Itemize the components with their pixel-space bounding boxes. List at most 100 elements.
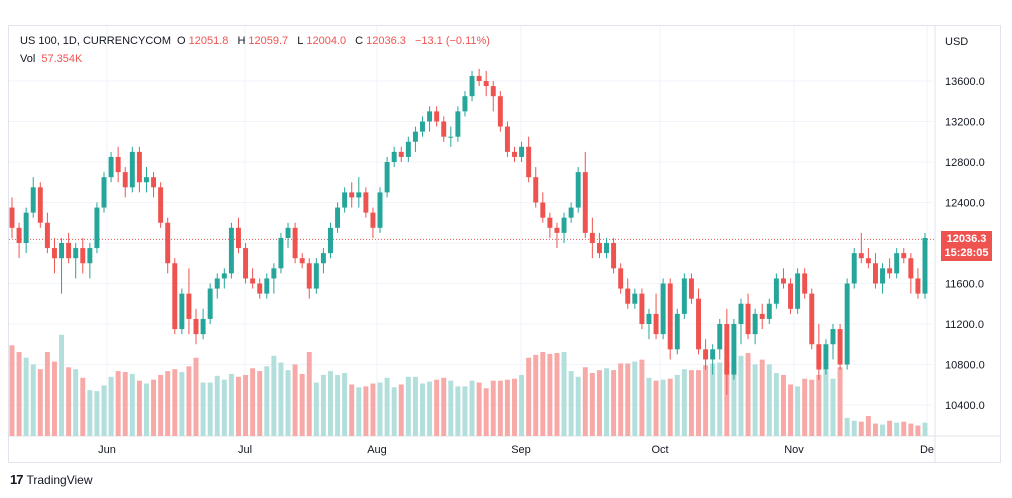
candle-body xyxy=(66,243,72,259)
tradingview-logo-icon: 17 xyxy=(10,472,24,487)
candle-body xyxy=(236,227,241,249)
candle-body xyxy=(568,207,574,218)
candle-body xyxy=(795,273,801,309)
candle-body xyxy=(285,227,291,238)
volume-bar xyxy=(434,379,440,436)
volume-bar xyxy=(681,369,687,436)
candle-body xyxy=(405,141,411,157)
volume-bar xyxy=(179,372,185,436)
volume-bar xyxy=(611,370,617,436)
candle-body xyxy=(809,293,815,345)
volume-bar xyxy=(122,372,128,436)
volume-bar xyxy=(872,423,878,436)
candle-body xyxy=(745,303,751,335)
symbol-label[interactable]: US 100, 1D, CURRENCYCOM xyxy=(20,35,171,47)
candle-body xyxy=(561,217,567,233)
volume-bar xyxy=(384,377,390,436)
volume-bar xyxy=(533,354,539,436)
volume-bar xyxy=(512,378,517,436)
volume-bar xyxy=(667,378,673,436)
chart-frame[interactable] xyxy=(8,25,1001,463)
vol-label: Vol xyxy=(20,53,36,65)
volume-bar xyxy=(193,357,199,436)
candle-body xyxy=(908,258,914,279)
candle-body xyxy=(412,131,418,142)
candle-body xyxy=(887,268,893,274)
volume-bar xyxy=(37,369,43,436)
candle-body xyxy=(596,243,602,254)
candle-body xyxy=(377,192,383,228)
candle-body xyxy=(759,313,765,319)
y-tick-label: 12400.0 xyxy=(945,198,985,210)
volume-bar xyxy=(313,382,319,436)
volume-bar xyxy=(427,381,433,436)
candle-body xyxy=(880,268,886,284)
volume-bar xyxy=(200,382,206,436)
candle-body xyxy=(837,329,843,365)
volume-bar xyxy=(618,363,624,436)
candle-body xyxy=(16,227,22,243)
candle-body xyxy=(420,121,425,132)
tradingview-brand[interactable]: 17 TradingView xyxy=(10,472,93,487)
last-price: 12036.3 xyxy=(946,233,987,245)
candle-body xyxy=(780,278,786,284)
volume-bar xyxy=(816,374,822,436)
candle-body xyxy=(363,192,369,213)
candle-body xyxy=(646,313,652,324)
candle-body xyxy=(328,227,333,254)
volume-bar xyxy=(759,359,765,436)
candle-body xyxy=(816,344,822,370)
volume-bar xyxy=(802,378,808,436)
low-label: L 12004.0 xyxy=(297,35,347,47)
candle-body xyxy=(540,202,546,218)
volume-bar xyxy=(908,423,914,436)
volume-bar xyxy=(349,384,355,436)
volume-bar xyxy=(497,380,503,436)
candle-body xyxy=(94,207,100,249)
volume-bar xyxy=(547,353,553,436)
candle-body xyxy=(830,329,836,345)
candle-body xyxy=(611,243,617,269)
candle-body xyxy=(221,273,227,279)
volume-bar xyxy=(554,352,560,436)
x-tick-label: Nov xyxy=(784,444,804,456)
candle-body xyxy=(320,253,326,264)
last-price-tag: 12036.3 15:28:05 xyxy=(941,231,992,261)
candle-body xyxy=(526,146,532,178)
volume-bar xyxy=(596,370,602,436)
candle-body xyxy=(23,212,29,243)
candle-body xyxy=(434,111,440,122)
candle-body xyxy=(547,217,553,228)
candle-body xyxy=(710,349,716,360)
volume-bar xyxy=(823,370,829,436)
volume-bar xyxy=(441,377,447,436)
volume-bar xyxy=(271,355,277,436)
volume-bar xyxy=(328,371,333,436)
volume-bar xyxy=(186,366,192,436)
x-tick-label: Jun xyxy=(98,444,116,456)
candle-body xyxy=(462,96,468,112)
volume-legend[interactable]: Vol 57.354K xyxy=(20,53,85,65)
volume-bar xyxy=(780,374,786,436)
candle-body xyxy=(278,237,284,269)
volume-bar xyxy=(490,380,496,436)
candle-body xyxy=(717,324,723,350)
volume-bar xyxy=(207,382,213,436)
volume-bar xyxy=(9,345,15,436)
candle-body xyxy=(504,126,510,152)
candle-body xyxy=(243,248,249,279)
candle-body xyxy=(165,222,171,264)
volume-bar xyxy=(752,364,758,436)
volume-bar xyxy=(738,355,744,436)
volume-bar xyxy=(696,370,701,436)
x-tick-label: Oct xyxy=(651,444,668,456)
volume-bar xyxy=(391,387,397,436)
volume-bar xyxy=(243,374,249,436)
candle-body xyxy=(73,248,79,259)
candle-body xyxy=(674,313,680,350)
candle-body xyxy=(349,192,355,198)
brand-name: TradingView xyxy=(26,473,93,487)
volume-bar xyxy=(172,369,178,436)
volume-bar xyxy=(625,363,631,436)
